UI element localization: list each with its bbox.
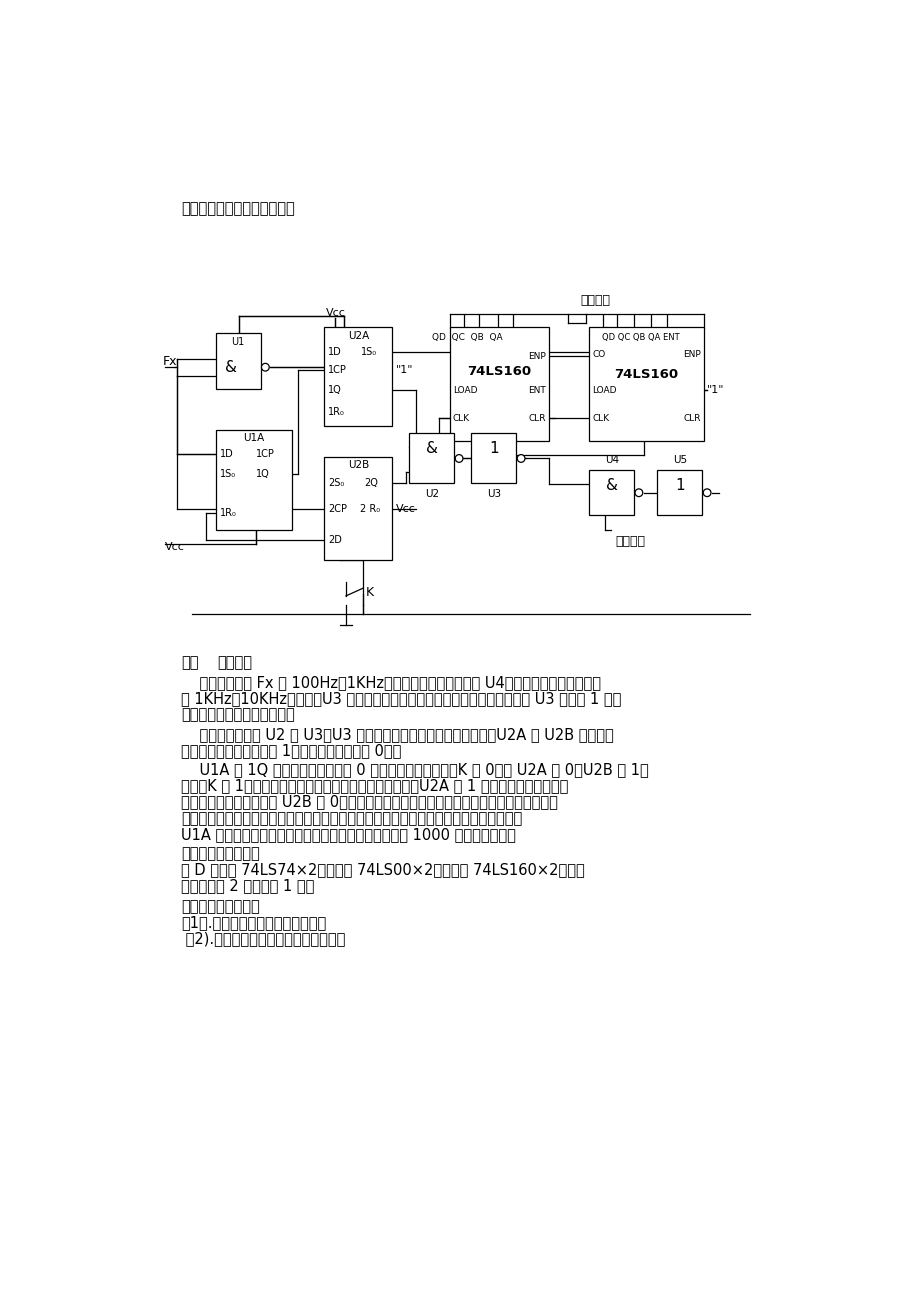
Text: Vcc: Vcc	[325, 309, 346, 318]
Text: CLK: CLK	[452, 414, 470, 423]
Text: "1": "1"	[395, 365, 413, 375]
Text: ENT: ENT	[528, 385, 545, 395]
Text: 1Q: 1Q	[255, 469, 269, 479]
Text: 2S₀: 2S₀	[328, 479, 344, 488]
Text: 1R₀: 1R₀	[328, 408, 345, 417]
Text: Vcc: Vcc	[165, 542, 185, 552]
Bar	[589, 327, 703, 441]
Text: 1Q: 1Q	[328, 385, 342, 396]
Text: U1A: U1A	[243, 434, 264, 443]
Text: 1S₀: 1S₀	[220, 469, 235, 479]
Text: U2A: U2A	[347, 331, 369, 341]
Text: U4: U4	[604, 456, 618, 465]
Bar	[449, 327, 549, 441]
Bar	[216, 333, 260, 389]
Text: 1: 1	[675, 478, 684, 493]
Text: 1CP: 1CP	[255, 449, 275, 460]
Text: 74LS160: 74LS160	[467, 366, 531, 379]
Text: 然后，K 置 1，计数开始。这时如果被测信号上升沿到来，U2A 置 1 开始打开主控制门开始: 然后，K 置 1，计数开始。这时如果被测信号上升沿到来，U2A 置 1 开始打开…	[181, 779, 568, 793]
Circle shape	[455, 454, 462, 462]
Text: 2D: 2D	[328, 535, 342, 544]
Text: 我们对标准信号源进行记数。: 我们对标准信号源进行记数。	[181, 707, 294, 723]
Text: （1）.如何实现测量信号的占空比。: （1）.如何实现测量信号的占空比。	[181, 915, 325, 931]
Text: U1A 的作用，读者可以自行分析。接下来就只要扩展为 1000 进制计数器了。: U1A 的作用，读者可以自行分析。接下来就只要扩展为 1000 进制计数器了。	[181, 827, 516, 842]
Text: CO: CO	[592, 350, 605, 358]
Text: U5: U5	[672, 456, 686, 465]
Text: U2: U2	[425, 490, 438, 499]
Text: QD QC QB QA ENT: QD QC QB QA ENT	[601, 333, 678, 342]
Circle shape	[516, 454, 525, 462]
Text: &: &	[605, 478, 617, 493]
Text: 2 R₀: 2 R₀	[359, 504, 380, 514]
Text: CLR: CLR	[683, 414, 700, 423]
Text: U1A 的 1Q 输出为预置信号，为 0 时有效，开始启动时，K 置 0，使 U2A 置 0，U2B 置 1。: U1A 的 1Q 输出为预置信号，为 0 时有效，开始启动时，K 置 0，使 U…	[181, 762, 648, 777]
Text: 六．: 六．	[181, 655, 199, 671]
Text: 电路原理: 电路原理	[217, 655, 252, 671]
Text: 1: 1	[489, 441, 498, 456]
Text: LOAD: LOAD	[452, 385, 477, 395]
Text: K: K	[366, 586, 374, 599]
Text: 沿先到达以达到正确记数，所以要外加电路使电路在第一个下降沿之后开始工作，也就是: 沿先到达以达到正确记数，所以要外加电路使电路在第一个下降沿之后开始工作，也就是	[181, 811, 522, 825]
Bar	[323, 457, 392, 560]
Text: &: &	[225, 359, 237, 375]
Text: 以下是实现的一种参考方案：: 以下是实现的一种参考方案：	[181, 201, 294, 216]
Text: 1R₀: 1R₀	[220, 508, 236, 518]
Text: 七．所用的元器件：: 七．所用的元器件：	[181, 846, 259, 861]
Text: 1D: 1D	[220, 449, 233, 460]
Text: Fx: Fx	[163, 355, 177, 368]
Text: （2).提高测量的精度，进行误差分析。: （2).提高测量的精度，进行误差分析。	[181, 932, 345, 947]
Text: 标准信号: 标准信号	[615, 535, 644, 548]
Text: &: &	[425, 441, 437, 456]
Text: ENP: ENP	[683, 350, 700, 358]
Bar	[409, 434, 454, 483]
Text: 双 D 触发器 74LS74×2，与非门 74LS00×2，计数器 74LS160×2，七段: 双 D 触发器 74LS74×2，与非门 74LS00×2，计数器 74LS16…	[181, 862, 584, 878]
Text: 2CP: 2CP	[328, 504, 346, 514]
Text: "1": "1"	[707, 385, 724, 396]
Text: 接译码器: 接译码器	[580, 294, 610, 307]
Text: 共阴数码管 2 个，开关 1 个。: 共阴数码管 2 个，开关 1 个。	[181, 879, 314, 893]
Bar	[657, 470, 702, 516]
Text: ENP: ENP	[528, 352, 545, 361]
Text: 1S₀: 1S₀	[361, 346, 377, 357]
Text: 计数，紧接着的下降沿使 U2B 置 0，从而关掉控制门，计数完毕。但是由于启动时要求上升: 计数，紧接着的下降沿使 U2B 置 0，从而关掉控制门，计数完毕。但是由于启动时…	[181, 794, 557, 810]
Text: LOAD: LOAD	[592, 385, 617, 395]
Circle shape	[702, 488, 710, 496]
Text: 测信号源上升沿触发（置 1）和下降沿触发（置 0）。: 测信号源上升沿触发（置 1）和下降沿触发（置 0）。	[181, 743, 401, 758]
Text: 为 1KHz～10KHz信号源，U3 输出为我们要测量的信号高电平持续时间。即当 U3 输出为 1 时，: 为 1KHz～10KHz信号源，U3 输出为我们要测量的信号高电平持续时间。即当…	[181, 691, 620, 707]
Circle shape	[634, 488, 642, 496]
Bar	[323, 327, 392, 426]
Text: 2Q: 2Q	[364, 479, 378, 488]
Text: 八．思考扩展模块：: 八．思考扩展模块：	[181, 900, 259, 914]
Text: U1: U1	[232, 337, 244, 346]
Bar	[471, 434, 516, 483]
Text: CLK: CLK	[592, 414, 609, 423]
Text: Vcc: Vcc	[395, 504, 415, 514]
Text: CLR: CLR	[528, 414, 545, 423]
Text: 我们的控制门为 U2 和 U3，U3 输出被测量信号的一个高电平脉宽，U2A 和 U2B 分别为被: 我们的控制门为 U2 和 U3，U3 输出被测量信号的一个高电平脉宽，U2A 和…	[181, 727, 613, 742]
Bar	[589, 470, 633, 516]
Text: 74LS160: 74LS160	[614, 368, 678, 381]
Text: 1D: 1D	[328, 346, 342, 357]
Text: 其中被测信号 Fx 为 100Hz～1KHz信号源，我们的主控门为 U4，我们的标准信号源频率: 其中被测信号 Fx 为 100Hz～1KHz信号源，我们的主控门为 U4，我们的…	[181, 676, 600, 690]
Text: U3: U3	[486, 490, 501, 499]
Bar	[216, 430, 291, 530]
Text: U2B: U2B	[347, 460, 369, 470]
Text: QD  QC  QB  QA: QD QC QB QA	[431, 333, 502, 342]
Text: 1CP: 1CP	[328, 365, 346, 375]
Circle shape	[261, 363, 269, 371]
